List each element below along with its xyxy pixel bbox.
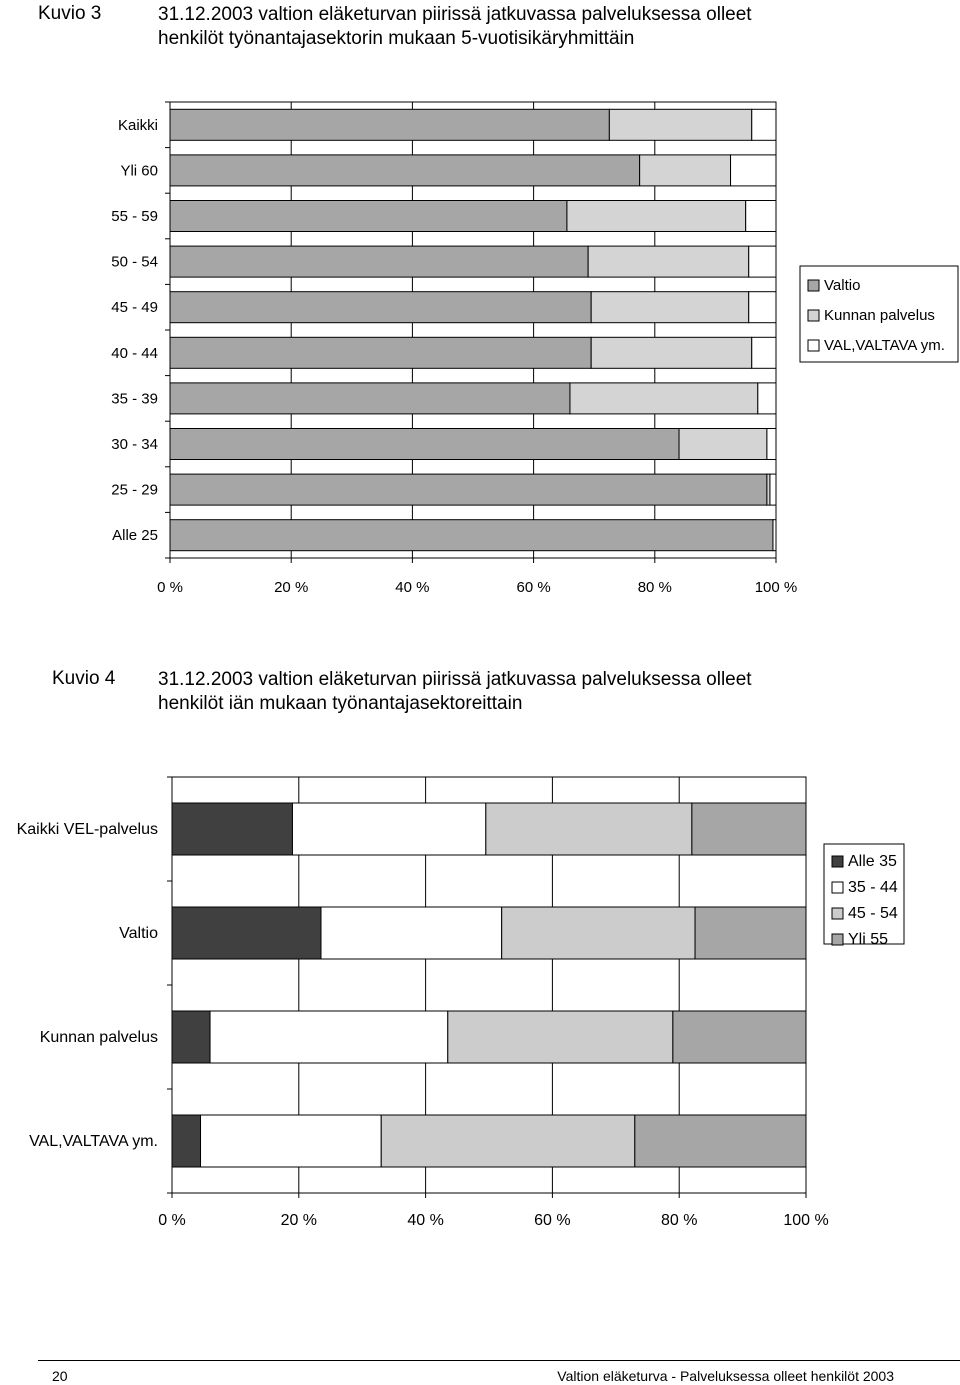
fig3-bar	[769, 473, 777, 506]
figure-3-number: Kuvio 3	[38, 3, 102, 24]
figure-4-title-line-1: 31.12.2003 valtion eläketurvan piirissä …	[158, 669, 752, 690]
fig4-x-tick-label: 80 %	[661, 1212, 697, 1229]
fig4-bar	[380, 1114, 636, 1168]
figure-4-title: 31.12.2003 valtion eläketurvan piirissä …	[158, 668, 752, 716]
fig3-bar	[169, 427, 680, 461]
fig3-bar	[169, 382, 571, 415]
fig3-bar	[590, 336, 753, 369]
fig3-category-label: 50 - 54	[111, 254, 158, 271]
fig3-bar	[678, 427, 768, 461]
fig4-x-tick-label: 40 %	[407, 1212, 443, 1229]
fig4-x-tick-label: 0 %	[158, 1212, 186, 1229]
fig4-legend-swatch	[831, 907, 844, 920]
fig4-bar	[485, 802, 693, 856]
fig3-x-tick-label: 0 %	[157, 579, 183, 596]
fig4-legend-swatch	[831, 933, 844, 946]
fig4-bar	[171, 802, 293, 856]
fig4-bar	[171, 906, 322, 960]
fig4-category-label: Kunnan palvelus	[40, 1029, 158, 1046]
fig3-bar	[639, 154, 732, 187]
fig3-category-label: 55 - 59	[111, 208, 158, 225]
fig3-legend-label: Valtio	[824, 277, 860, 294]
fig4-bar	[171, 1010, 211, 1064]
fig4-bar	[291, 802, 487, 856]
fig4-bar	[320, 906, 503, 960]
fig3-bar	[590, 291, 750, 324]
fig3-legend-swatch	[807, 339, 820, 352]
fig3-legend-label: Kunnan palvelus	[824, 307, 935, 324]
fig3-bar	[569, 382, 759, 415]
fig3-x-tick-label: 20 %	[274, 579, 308, 596]
fig4-legend-label: 45 - 54	[848, 905, 898, 922]
fig4-category-label: VAL,VALTAVA ym.	[29, 1133, 158, 1150]
fig3-category-label: Kaikki	[118, 117, 158, 134]
fig4-legend-swatch	[831, 855, 844, 868]
fig3-bar	[757, 382, 777, 415]
fig4-legend-label: Alle 35	[848, 853, 897, 870]
fig3-legend-swatch	[807, 279, 820, 292]
fig3-x-tick-label: 40 %	[395, 579, 429, 596]
fig3-bar	[751, 336, 777, 369]
figure-4-chart: 0 % 20 % 40 % 60 % 80 % 100 % Kaikki VEL-palve…	[17, 776, 905, 1229]
fig4-bar	[209, 1010, 449, 1064]
fig4-bar	[171, 1114, 202, 1168]
fig4-category-label: Valtio	[119, 925, 158, 942]
figure-4-number: Kuvio 4	[52, 668, 116, 689]
fig3-bar	[748, 245, 777, 278]
figure-4-title-line-2: henkilöt iän mukaan työnantajasektoreitt…	[158, 693, 523, 714]
fig3-legend	[799, 265, 959, 363]
fig4-bar	[447, 1010, 674, 1064]
figure-3-title-line-2: henkilöt työnantajasektorin mukaan 5-vuo…	[158, 28, 635, 49]
fig3-bar	[730, 154, 777, 187]
footer-divider	[38, 1360, 960, 1361]
fig4-bar	[694, 906, 807, 960]
fig3-bar	[587, 245, 750, 278]
fig3-x-tick-label: 60 %	[516, 579, 550, 596]
fig3-category-label: 35 - 39	[111, 390, 158, 407]
fig3-bar	[169, 291, 592, 324]
fig3-bar	[751, 108, 777, 141]
fig3-bar	[566, 199, 747, 233]
fig3-category-label: Alle 25	[112, 527, 158, 544]
fig3-bar	[169, 108, 610, 141]
fig4-bar	[672, 1010, 807, 1064]
fig3-category-label: 25 - 29	[111, 482, 158, 499]
fig3-bar	[608, 108, 753, 141]
fig3-bar	[772, 519, 777, 552]
fig3-category-label: 40 - 44	[111, 345, 158, 362]
figure-3-title-line-1: 31.12.2003 valtion eläketurvan piirissä …	[158, 4, 752, 25]
figure-3-chart: 0 % 20 % 40 % 60 % 80 % 100 % Kaikki Yli 60 55 -…	[111, 101, 959, 596]
figure-3-title: 31.12.2003 valtion eläketurvan piirissä …	[158, 3, 752, 51]
footer-publication: Valtion eläketurva - Palveluksessa ollee…	[557, 1368, 894, 1384]
fig3-bar	[748, 291, 777, 324]
fig4-x-tick-label: 20 %	[281, 1212, 317, 1229]
fig3-bar	[766, 427, 777, 461]
fig4-legend-label: Yli 55	[848, 931, 888, 948]
fig3-category-label: 30 - 34	[111, 436, 158, 453]
fig4-bar	[691, 802, 807, 856]
fig3-legend-label: VAL,VALTAVA ym.	[824, 337, 945, 354]
fig4-bar	[634, 1114, 807, 1168]
fig3-x-tick-label: 100 %	[755, 579, 798, 596]
fig4-bar	[501, 906, 696, 960]
fig4-x-tick-label: 60 %	[534, 1212, 570, 1229]
fig3-bar	[169, 473, 768, 506]
fig3-category-label: 45 - 49	[111, 299, 158, 316]
fig3-bar	[169, 245, 589, 278]
fig4-bar	[200, 1114, 382, 1168]
fig4-legend-label: 35 - 44	[848, 879, 898, 896]
fig3-bar	[169, 336, 592, 369]
fig3-legend-swatch	[807, 309, 820, 322]
fig3-bar	[745, 199, 777, 233]
fig4-category-label: Kaikki VEL-palvelus	[17, 821, 158, 838]
fig3-category-label: Yli 60	[120, 162, 158, 179]
fig4-x-tick-label: 100 %	[783, 1212, 828, 1229]
footer-page-number: 20	[52, 1368, 68, 1384]
fig3-bar	[169, 519, 774, 552]
fig4-legend-swatch	[831, 881, 844, 894]
fig3-bar	[169, 199, 568, 233]
fig3-bar	[169, 154, 641, 187]
fig3-x-tick-label: 80 %	[638, 579, 672, 596]
